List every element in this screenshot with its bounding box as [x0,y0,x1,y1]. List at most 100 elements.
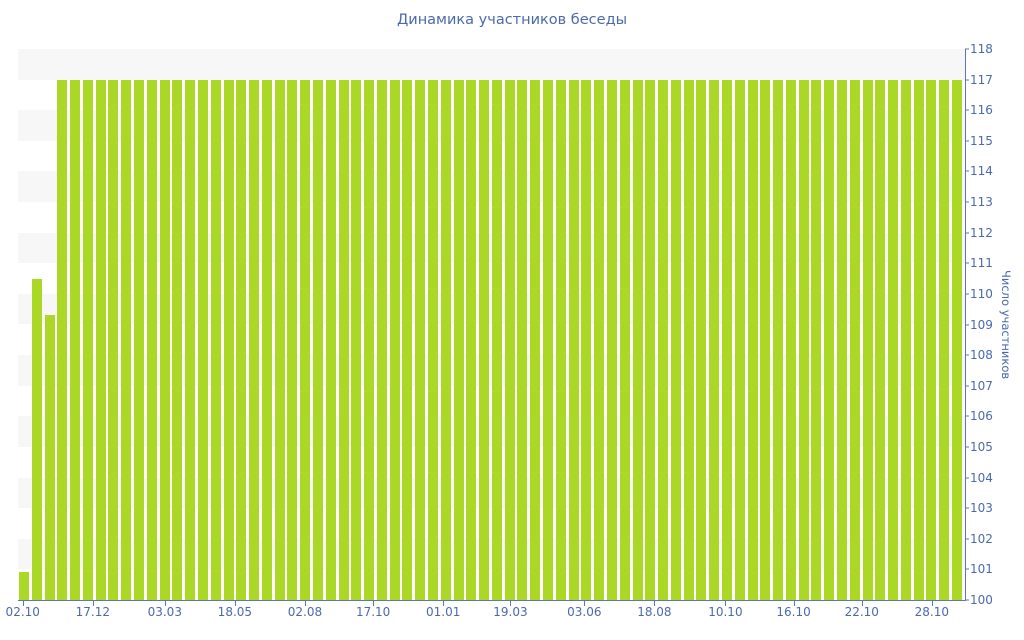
bar [210,79,221,600]
bar [900,79,911,600]
y-tick-label: 104 [970,470,993,485]
y-tick-label: 110 [970,286,993,301]
bar [453,79,464,600]
y-tick [965,507,969,509]
bar [223,79,234,600]
x-tick [654,601,656,606]
x-tick [793,601,795,606]
y-tick-label: 117 [970,72,993,87]
y-tick [965,324,969,325]
y-tick [965,140,969,142]
bar [249,79,260,600]
x-tick [92,601,94,606]
y-tick [965,538,969,540]
bar [658,79,669,600]
y-tick-label: 113 [970,195,993,210]
bar [312,79,323,600]
bar [338,79,349,600]
y-tick [965,201,969,203]
bar [683,79,694,600]
y-tick-label: 105 [970,439,993,454]
bar [261,79,272,600]
chart-title: Динамика участников беседы [396,12,628,28]
y-tick [965,385,969,387]
bar [479,79,490,600]
x-tick-label: 16.10 [776,605,811,619]
bar [197,79,208,600]
y-tick [965,170,969,172]
x-tick-label: 17.10 [355,605,391,619]
bar [504,79,515,600]
x-tick-label: 18.05 [217,605,253,619]
x-tick [510,601,512,606]
bar [594,79,605,600]
bar [121,79,132,600]
y-tick [965,48,969,50]
bars [18,49,965,600]
y-tick [965,599,969,601]
x-tick-label: 17.12 [75,605,110,619]
bar [466,79,477,600]
bar [773,79,784,600]
bar [287,79,298,600]
x-tick-label: 28.10 [914,605,950,619]
y-tick-label: 115 [970,133,993,148]
y-tick-label: 118 [970,42,993,56]
y-tick-label: 116 [970,103,993,118]
bar [172,79,183,600]
bar [913,79,924,600]
bar [696,79,707,600]
bar [159,79,170,600]
bar [31,278,42,600]
y-tick-label: 114 [970,164,993,179]
bar [619,79,630,600]
y-tick-label: 109 [970,317,993,332]
y-tick [965,262,969,264]
bar [939,79,950,600]
plot-area [18,49,966,601]
x-tick [725,601,727,606]
bar [44,315,55,600]
bar [785,79,796,600]
y-tick [965,109,969,111]
x-tick [373,601,375,606]
bar [82,79,93,600]
x-tick-label: 22.10 [844,605,879,619]
bar [491,79,502,600]
x-tick-label: 03.03 [147,605,182,619]
bar [837,79,847,600]
y-tick [965,293,969,295]
bar [19,572,29,600]
bar [146,79,157,600]
x-tick-label: 02.08 [287,605,323,619]
bar [415,79,426,600]
bar [926,79,937,600]
bar [888,79,899,600]
y-tick-label: 103 [970,501,993,516]
x-tick-label: 03.06 [567,605,602,619]
bar [376,79,387,600]
bar [440,79,451,600]
x-tick [861,601,863,606]
bar [236,79,247,600]
y-tick-label: 111 [970,256,993,271]
bar [849,79,860,600]
x-tick [164,601,166,606]
bar [709,79,720,600]
bar [798,79,809,600]
y-tick-label: 107 [970,378,993,393]
x-tick-label: 01.01 [426,605,461,619]
bar [747,79,758,600]
y-axis-title: Число участников [999,269,1013,380]
bar [862,79,873,600]
x-tick-label: 18.08 [637,605,672,619]
bar [57,79,68,600]
bar [568,79,579,600]
y-tick-label: 106 [970,409,993,424]
bar [721,79,732,600]
x-tick-label: 02.10 [5,605,40,619]
x-tick [443,601,445,606]
bar [952,79,963,600]
bar [325,79,336,600]
